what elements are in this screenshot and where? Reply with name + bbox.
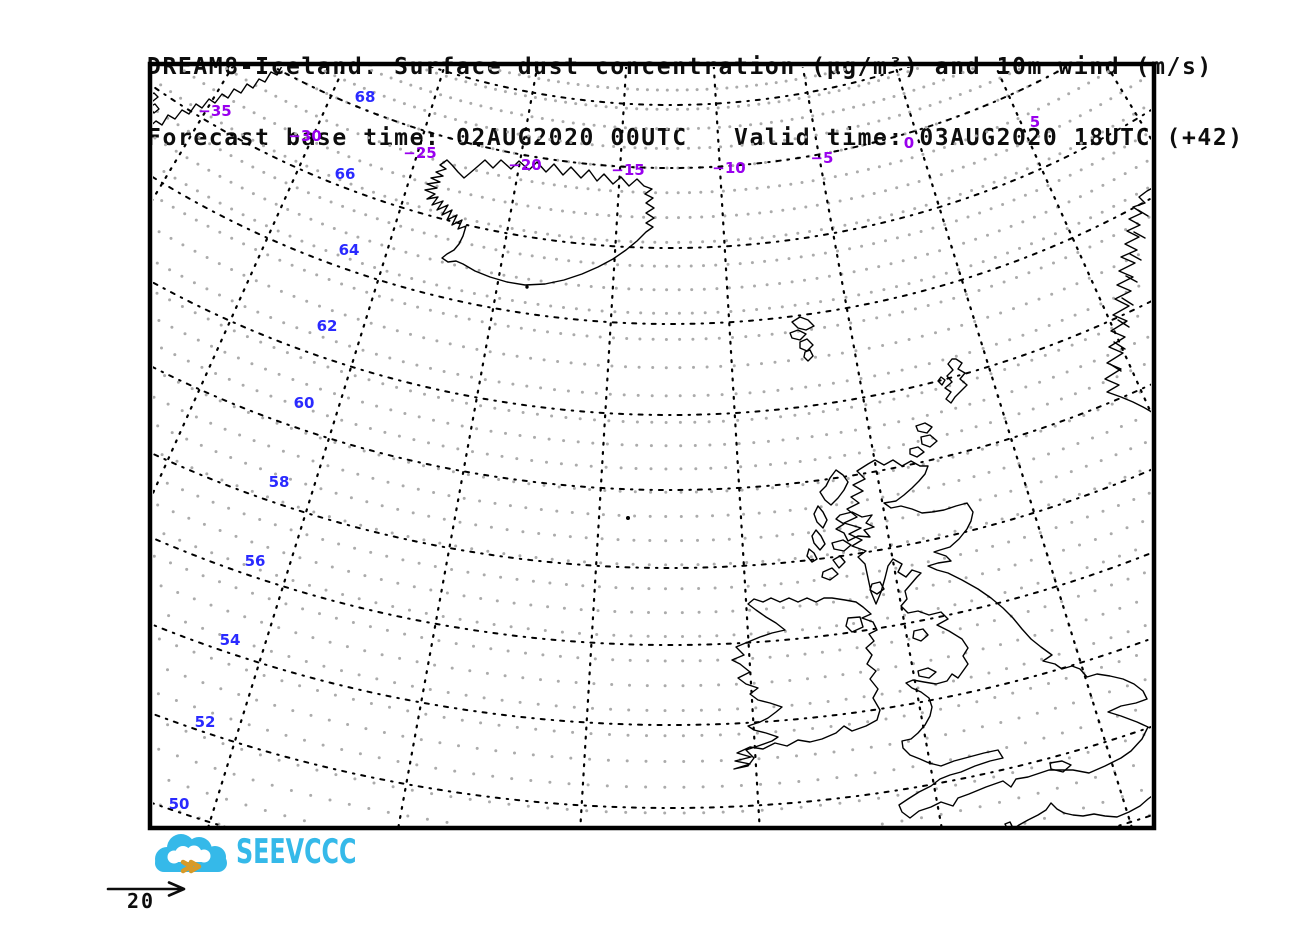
coast-norway	[1104, 187, 1151, 413]
coast-rockall	[626, 516, 630, 520]
lon-label: −35	[198, 102, 232, 120]
coast-france	[1016, 795, 1151, 826]
coast-channel-islet	[1004, 821, 1013, 826]
lat-label: 68	[354, 88, 376, 106]
coast-hebrides	[806, 469, 849, 563]
lon-label: 5	[1029, 113, 1041, 131]
longitude-line	[712, 67, 761, 826]
wind-reference-value: 20	[127, 889, 156, 913]
lon-label: −10	[712, 159, 746, 177]
latitude-line	[153, 623, 1151, 726]
lon-label: −20	[508, 156, 542, 174]
wind-vector-dots	[153, 67, 1151, 826]
longitude-line	[801, 67, 943, 826]
lat-label: 54	[219, 631, 241, 649]
coast-lough-neagh	[845, 616, 864, 633]
coast-skye	[835, 511, 875, 542]
lat-label: 52	[194, 713, 216, 731]
seevccc-logo-text: SEEVCCC	[236, 832, 357, 872]
coast-ireland	[731, 597, 881, 770]
coast-anglesey	[917, 667, 937, 679]
lat-label: 64	[338, 241, 360, 259]
lat-label: 66	[334, 165, 356, 183]
lon-label: −25	[403, 144, 437, 162]
lat-label: 60	[293, 394, 315, 412]
lon-label: 0	[903, 134, 915, 152]
lat-label: 50	[168, 795, 190, 813]
lat-label: 58	[268, 473, 290, 491]
coast-vestmannaeyjar	[525, 285, 529, 289]
chart-title-line1: DREAM8-Iceland: Surface dust concentrati…	[147, 54, 1213, 80]
latitude-line	[153, 536, 1151, 646]
lat-label: 56	[244, 552, 266, 570]
lon-label: −15	[611, 161, 645, 179]
latitude-line	[153, 85, 1151, 249]
coast-faroes	[789, 316, 815, 362]
latitude-line	[272, 67, 1068, 169]
latitude-line	[153, 175, 1151, 325]
latitude-line	[153, 801, 1151, 826]
lat-label: 62	[316, 317, 338, 335]
longitude-line	[153, 67, 346, 496]
coast-norway-fjords	[1109, 209, 1149, 372]
coastlines	[153, 67, 1151, 826]
map-frame	[147, 61, 1157, 831]
latitude-line	[428, 67, 912, 106]
seevccc-cloud-icon	[155, 834, 227, 874]
coast-orkney	[909, 422, 938, 458]
longitude-line	[1106, 67, 1151, 142]
wind-reference-arrow	[106, 881, 186, 897]
longitude-line	[579, 67, 628, 826]
longitude-line	[894, 67, 1133, 826]
latitude-line	[153, 712, 1151, 809]
longitude-line	[397, 67, 539, 826]
longitude-line	[994, 67, 1151, 416]
coast-greenland-islets	[153, 92, 160, 114]
logo-arrow-icon	[180, 859, 202, 874]
coast-iceland	[424, 159, 655, 286]
coast-inner-isles	[821, 539, 885, 595]
lon-label: −5	[810, 149, 834, 167]
coast-greenland	[153, 67, 283, 126]
latitude-line	[153, 366, 1151, 491]
coast-shetland	[937, 358, 968, 404]
coast-isle-of-man	[912, 628, 929, 642]
latitude-line	[153, 281, 1151, 416]
longitude-line	[207, 67, 446, 826]
coast-isle-of-wight	[1049, 760, 1072, 773]
lon-label: −30	[288, 127, 322, 145]
coast-great-britain	[843, 459, 1149, 819]
